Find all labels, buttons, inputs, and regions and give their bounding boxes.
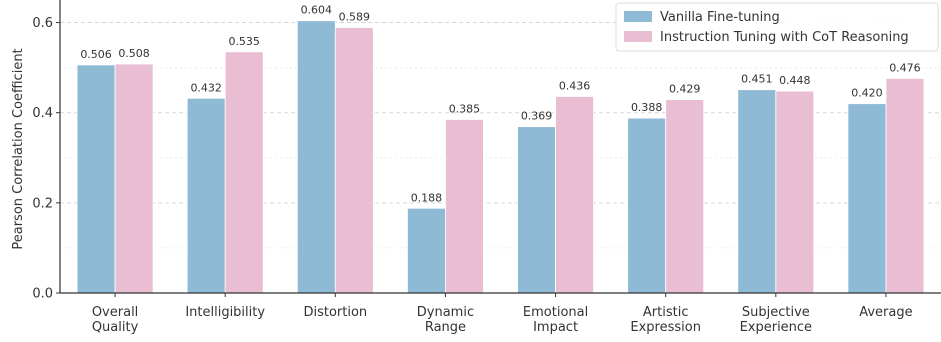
x-tick-label: Artistic Expression: [630, 305, 701, 335]
x-tick-label: Emotional Impact: [523, 305, 588, 335]
data-label: 0.604: [301, 4, 333, 17]
legend-entry: Vanilla Fine-tuning: [660, 10, 780, 25]
legend-box: [615, 2, 939, 52]
bar-cot-5: [665, 99, 705, 294]
data-label: 0.385: [449, 102, 481, 115]
y-tick-label: 0.2: [32, 196, 53, 211]
x-tick-label: Dynamic Range: [417, 305, 474, 335]
bar-vanilla-3: [407, 207, 446, 294]
data-label: 0.188: [411, 191, 443, 204]
bar-vanilla-4: [517, 126, 556, 294]
axes: 0.0 0.2 0.4 0.6 Overall Quality Intelligibilit…: [32, 0, 941, 335]
x-tick-label: Overall Quality: [92, 305, 139, 335]
data-label: 0.589: [339, 10, 371, 23]
x-tick-label: Intelligibility: [185, 305, 265, 320]
data-label: 0.448: [779, 74, 811, 87]
y-axis-title: Pearson Correlation Coefficient: [11, 48, 26, 249]
legend-entry: Instruction Tuning with CoT Reasoning: [660, 30, 909, 45]
data-label: 0.436: [559, 79, 591, 92]
legend-swatch: [624, 31, 652, 42]
data-label: 0.535: [228, 35, 260, 48]
y-tick-label: 0.6: [32, 16, 53, 31]
data-label: 0.429: [669, 83, 701, 96]
data-label: 0.432: [190, 81, 222, 94]
y-tick-label: 0.4: [32, 106, 53, 121]
bar-cot-6: [775, 90, 815, 294]
legend: Vanilla Fine-tuning Instruction Tuning wi…: [615, 2, 939, 52]
bar-cot-2: [334, 27, 374, 294]
x-tick-label: Distortion: [303, 305, 367, 320]
data-label: 0.476: [889, 61, 921, 74]
bar-vanilla-7: [847, 103, 887, 294]
data-label: 0.388: [631, 101, 663, 114]
x-tick-label: Subjective Experience: [740, 305, 813, 335]
data-label: 0.420: [851, 87, 883, 100]
data-label: 0.508: [118, 47, 150, 60]
data-labels: 0.506 0.508 0.432 0.535 0.604 0.589 0.188 0.385…: [80, 4, 920, 205]
legend-swatch: [624, 11, 652, 22]
bar-cot-3: [445, 119, 484, 294]
bar-vanilla-2: [296, 20, 336, 294]
x-tick-label: Average: [859, 305, 912, 320]
bar-vanilla-5: [627, 117, 667, 294]
y-tick-label: 0.0: [32, 287, 53, 302]
bar-cot-4: [555, 96, 594, 294]
data-label: 0.506: [80, 48, 112, 61]
bar-vanilla-6: [737, 89, 777, 294]
bar-cot-0: [114, 63, 154, 294]
bar-vanilla-1: [186, 97, 226, 294]
bar-vanilla-0: [76, 64, 116, 294]
bars: [76, 20, 925, 294]
data-label: 0.369: [521, 110, 553, 123]
bar-cot-7: [885, 78, 925, 294]
bar-cot-1: [224, 51, 264, 294]
data-label: 0.451: [741, 73, 773, 86]
